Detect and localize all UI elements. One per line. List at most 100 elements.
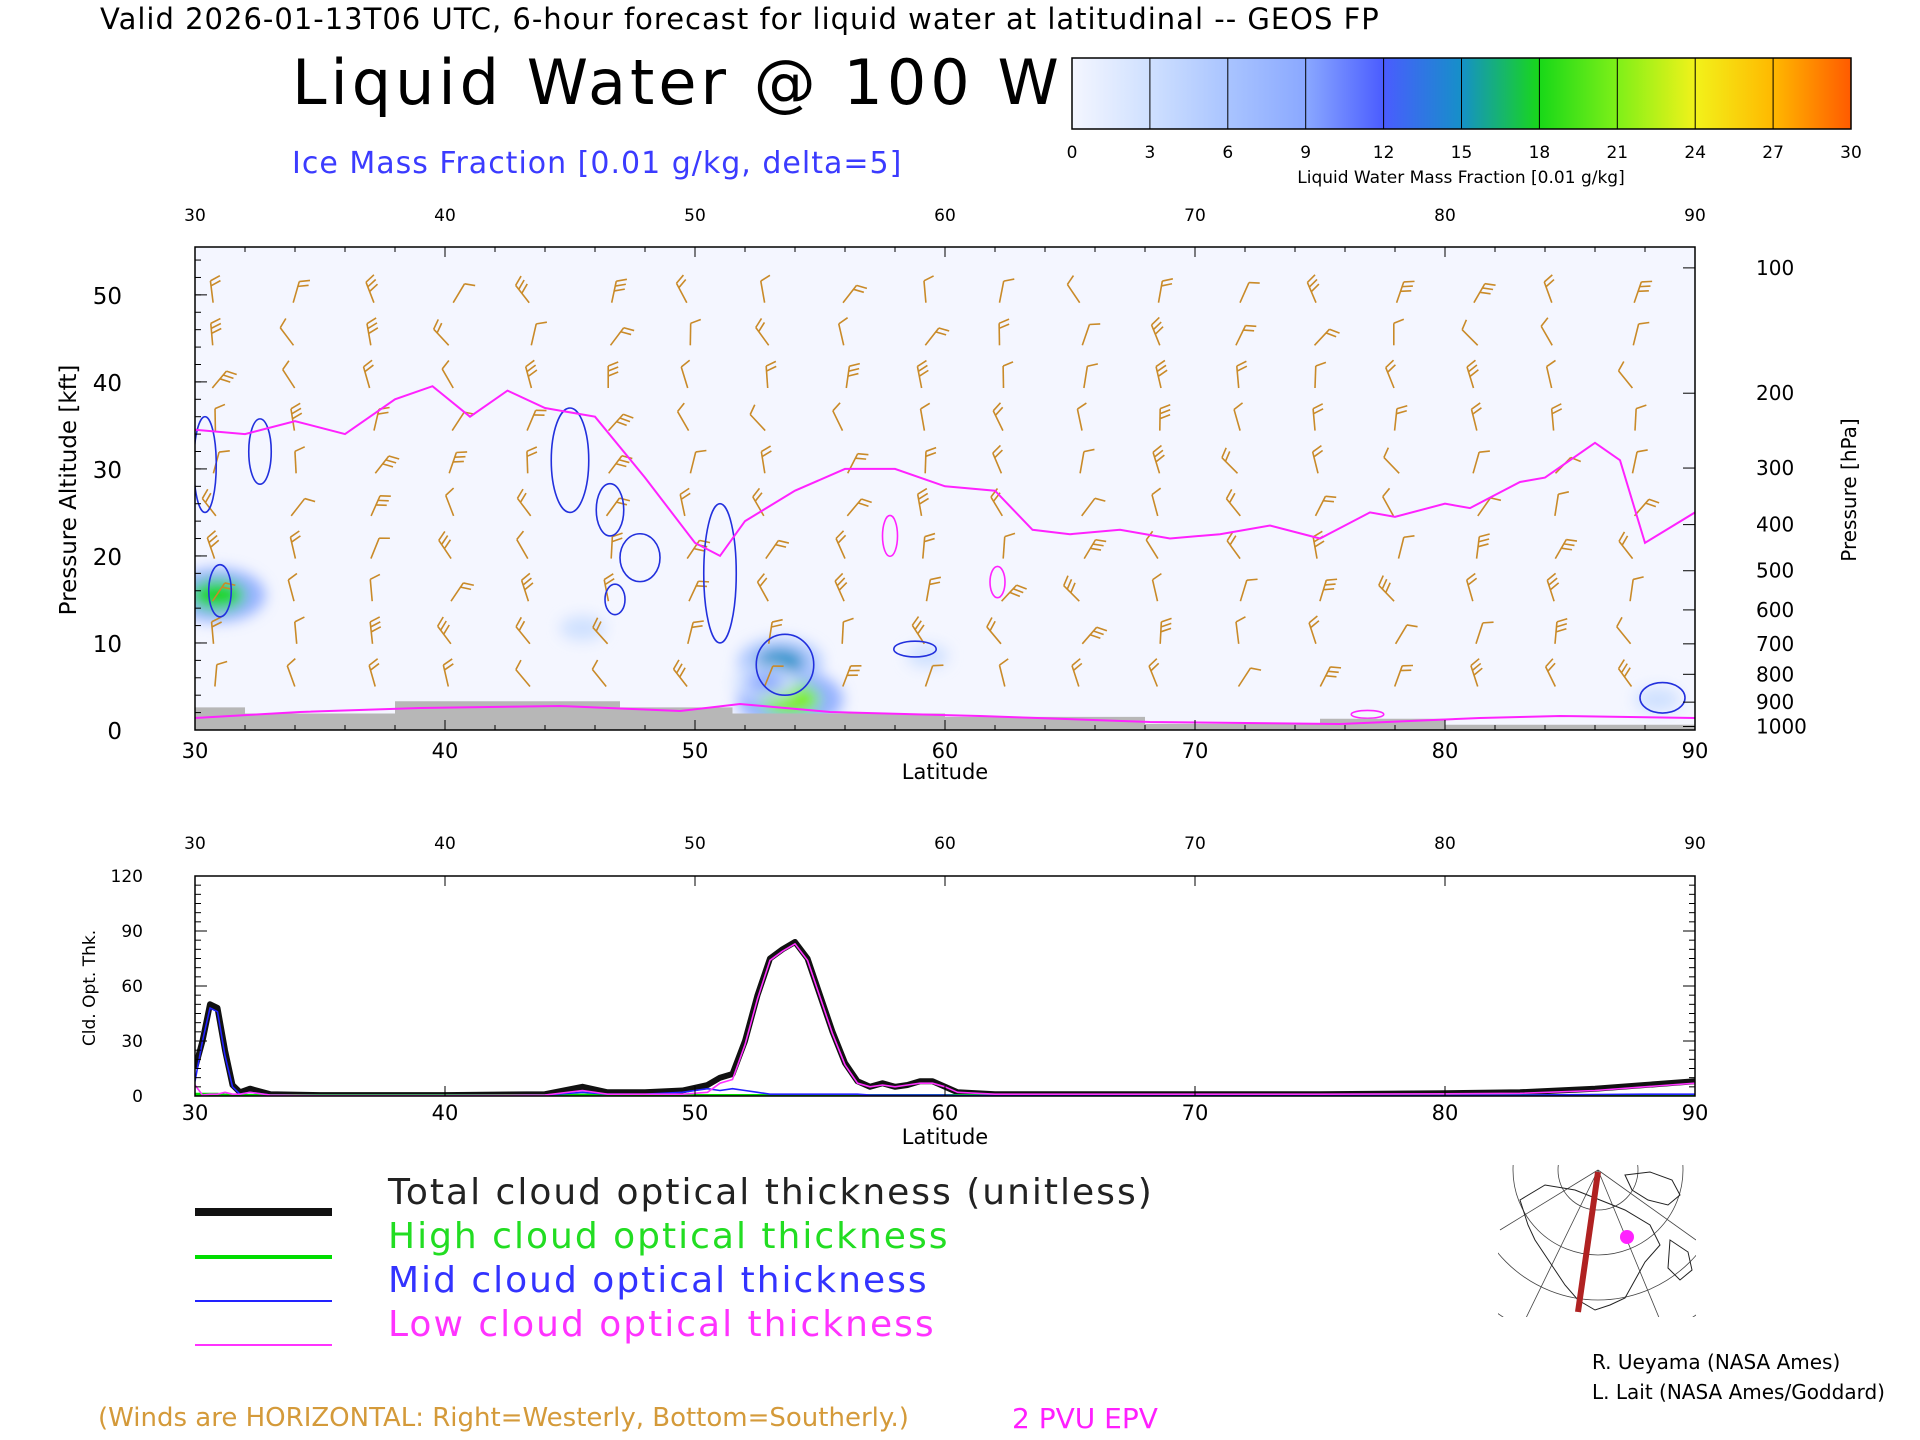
wind-barb-flag (210, 279, 221, 287)
top-x-tick-label: 90 (1682, 739, 1709, 763)
wind-barb-flag (1479, 533, 1490, 538)
wind-barb-flag (998, 318, 1010, 325)
wind-barb-staff (1079, 451, 1085, 474)
wind-barb (1233, 402, 1244, 431)
wind-barb-flag (1152, 321, 1162, 331)
wind-barb (1393, 318, 1405, 346)
wind-barb-staff (1618, 540, 1634, 560)
wind-barb-staff (765, 540, 780, 560)
wind-barb-flag (1620, 663, 1628, 674)
wind-barb (1633, 280, 1653, 303)
wind-barb (516, 530, 529, 559)
wind-barb-flag (848, 367, 860, 372)
wind-barb-flag (1160, 627, 1172, 633)
colorbar-cell (1305, 58, 1385, 129)
wind-barb-staff (1543, 281, 1553, 303)
wind-barb-staff (1393, 408, 1398, 431)
wind-barb-flag (834, 572, 844, 582)
wind-barb (846, 498, 872, 517)
wind-barb-flag (536, 321, 548, 325)
epv-near-surface-line (195, 702, 1695, 726)
wind-barb-flag (1325, 675, 1337, 678)
wind-barb-staff (211, 370, 228, 389)
wind-barb-flag (443, 539, 452, 550)
wind-barb-staff (1313, 328, 1331, 346)
wind-barb (1397, 534, 1415, 559)
wind-barb-staff (1383, 456, 1400, 474)
wind-barb-staff (608, 455, 623, 474)
wind-barb (924, 327, 950, 346)
wind-barb-staff (672, 668, 688, 687)
wind-barb (998, 318, 1010, 346)
wind-barb-staff (1308, 622, 1317, 645)
wind-barb-flag (622, 413, 634, 419)
wind-barb-staff (368, 665, 376, 687)
wind-barb (842, 284, 868, 304)
wind-barb-staff (1001, 584, 1018, 602)
wind-barb (1001, 584, 1027, 602)
bottom-y-tick-label: 90 (121, 922, 143, 942)
wind-barb (607, 413, 634, 432)
wind-barb (369, 616, 382, 644)
wind-barb-flag (857, 452, 869, 456)
wind-barb-staff (209, 323, 214, 346)
pressure-tick-label: 400 (1756, 513, 1794, 537)
wind-barb-flag (771, 623, 783, 628)
wind-barb (605, 497, 631, 517)
wind-barb-flag (925, 446, 937, 453)
bottom-y-tick-label: 0 (132, 1087, 143, 1107)
wind-barb-flag (607, 361, 619, 367)
wind-barb-staff (1235, 325, 1247, 346)
wind-barb-flag (1236, 365, 1248, 372)
wind-barb-flag (1003, 278, 1015, 282)
wind-barb-flag (778, 539, 790, 544)
wind-barb-flag (1089, 323, 1101, 326)
wind-barb (1383, 447, 1400, 474)
bottom-x-tick-label: 80 (1432, 1101, 1459, 1125)
wind-barb-flag (214, 403, 226, 410)
wind-barb-staff (1546, 580, 1555, 602)
wind-barb-staff (676, 411, 690, 432)
wind-barb-flag (857, 502, 869, 508)
wind-barb-flag (616, 501, 628, 506)
wind-barb (442, 658, 454, 687)
wind-barb-staff (605, 497, 621, 517)
wind-barb-staff (1544, 666, 1557, 687)
wind-barb-flag (1159, 404, 1171, 410)
wind-barb-flag (1540, 317, 1549, 327)
wind-barb-flag (679, 667, 686, 678)
wind-barb-flag (924, 537, 935, 543)
wind-barb (1314, 495, 1337, 517)
wind-barb-flag (836, 577, 846, 587)
wind-barb-staff (1545, 366, 1553, 389)
wind-barb (687, 620, 704, 644)
wind-barb-flag (1156, 364, 1167, 373)
wind-barb-flag (522, 577, 532, 586)
top-x-tick-label: 30 (182, 739, 209, 763)
wind-barb (1312, 403, 1324, 431)
wind-barb-staff (282, 369, 296, 389)
wind-barb-flag (761, 450, 772, 458)
wind-barb-staff (1554, 621, 1558, 644)
wind-barb-flag (1155, 359, 1166, 368)
wind-barb-flag (279, 318, 287, 329)
wind-barb-flag (370, 662, 380, 671)
wind-barb-flag (210, 317, 221, 325)
winds-note: (Winds are HORIZONTAL: Right=Westerly, B… (98, 1403, 909, 1433)
wind-barb-flag (992, 402, 1002, 412)
pressure-tick-label: 300 (1756, 456, 1794, 480)
legend-label-total: Total cloud optical thickness (unitless) (388, 1172, 1154, 1213)
wind-barb-flag (291, 535, 301, 543)
wind-barb (370, 495, 391, 517)
wind-barb-staff (209, 280, 214, 303)
ice-contour (247, 418, 273, 485)
wind-barb-flag (514, 275, 522, 286)
top-x-tick-label: 60 (932, 739, 959, 763)
wind-barb (679, 487, 691, 517)
wind-barb-staff (1148, 665, 1159, 687)
wind-barb-staff (444, 495, 455, 517)
wind-barb (366, 317, 379, 346)
wind-barb (834, 572, 848, 602)
wind-barb-flag (994, 449, 1003, 459)
